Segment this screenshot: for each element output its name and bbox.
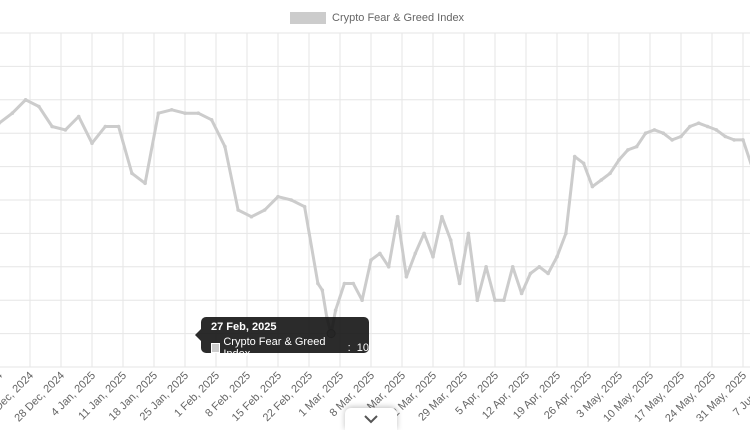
data-point[interactable] <box>369 258 373 262</box>
data-point[interactable] <box>466 231 471 236</box>
data-point[interactable] <box>537 265 542 269</box>
data-point[interactable] <box>457 281 462 286</box>
tooltip-date: 27 Feb, 2025 <box>211 321 277 333</box>
data-point[interactable] <box>572 154 577 159</box>
data-point[interactable] <box>50 124 54 129</box>
data-point[interactable] <box>360 298 364 303</box>
data-point[interactable] <box>581 161 586 166</box>
data-point[interactable] <box>741 138 745 142</box>
data-point[interactable] <box>634 144 639 149</box>
data-point[interactable] <box>617 158 621 162</box>
data-point[interactable] <box>590 184 595 189</box>
tooltip-value: 10 <box>356 342 369 354</box>
data-point[interactable] <box>378 251 382 256</box>
legend-label: Crypto Fear & Greed Index <box>332 12 465 24</box>
tooltip-body: Crypto Fear & Greed Index: 10 <box>211 336 369 360</box>
data-point[interactable] <box>23 98 28 102</box>
data-point[interactable] <box>564 231 568 236</box>
data-point[interactable] <box>510 265 515 269</box>
data-point[interactable] <box>643 131 648 135</box>
data-point[interactable] <box>431 254 435 259</box>
data-point[interactable] <box>63 128 68 132</box>
data-point[interactable] <box>440 214 444 219</box>
data-point[interactable] <box>0 121 1 125</box>
tooltip-series-name: Crypto Fear & Greed Index <box>223 336 326 360</box>
data-point[interactable] <box>333 308 338 313</box>
data-point[interactable] <box>76 114 81 119</box>
data-point[interactable] <box>422 231 426 236</box>
data-point[interactable] <box>320 288 325 293</box>
data-point[interactable] <box>316 281 320 286</box>
data-point[interactable] <box>732 138 736 142</box>
data-point[interactable] <box>289 198 294 202</box>
data-point[interactable] <box>236 208 240 212</box>
data-point[interactable] <box>130 171 134 176</box>
data-point[interactable] <box>696 121 701 125</box>
data-point[interactable] <box>626 148 630 152</box>
data-point[interactable] <box>688 124 692 129</box>
series-crypto-fear-greed <box>0 98 750 339</box>
data-point[interactable] <box>262 208 267 212</box>
data-point[interactable] <box>249 214 254 219</box>
tooltip-caret <box>195 329 201 341</box>
chart-legend[interactable]: Crypto Fear & Greed Index <box>290 10 464 26</box>
data-point[interactable] <box>546 271 550 276</box>
data-point[interactable] <box>714 128 719 132</box>
series-line <box>0 98 750 336</box>
data-point[interactable] <box>705 124 710 129</box>
data-point[interactable] <box>143 181 147 186</box>
data-point[interactable] <box>670 138 674 142</box>
data-point[interactable] <box>302 204 307 209</box>
data-point[interactable] <box>608 171 612 176</box>
data-point[interactable] <box>103 124 108 129</box>
tooltip-separator: : <box>347 342 354 354</box>
data-point[interactable] <box>475 298 480 303</box>
legend-swatch <box>290 12 326 24</box>
data-point[interactable] <box>169 108 174 112</box>
data-point[interactable] <box>493 298 497 303</box>
data-point[interactable] <box>37 104 41 109</box>
data-point[interactable] <box>484 265 488 269</box>
data-point[interactable] <box>661 131 666 135</box>
chevron-down-icon <box>364 414 378 423</box>
data-point[interactable] <box>502 298 506 303</box>
data-point[interactable] <box>448 238 453 242</box>
data-point[interactable] <box>404 275 409 279</box>
data-point[interactable] <box>90 141 94 145</box>
tooltip-swatch <box>211 343 221 353</box>
data-point[interactable] <box>342 281 347 286</box>
data-point[interactable] <box>276 194 280 199</box>
data-point[interactable] <box>723 134 728 139</box>
data-point[interactable] <box>395 214 400 219</box>
data-point[interactable] <box>10 111 15 115</box>
data-point[interactable] <box>116 124 121 129</box>
data-point[interactable] <box>196 111 201 115</box>
data-point[interactable] <box>528 271 533 276</box>
data-point[interactable] <box>599 178 604 182</box>
data-point[interactable] <box>555 254 559 259</box>
chart-tooltip: 27 Feb, 2025 Crypto Fear & Greed Index: … <box>195 317 369 360</box>
data-point[interactable] <box>679 134 683 139</box>
data-point[interactable] <box>183 111 187 115</box>
data-point[interactable] <box>209 118 214 122</box>
scroll-down-button[interactable] <box>345 408 397 430</box>
data-point[interactable] <box>351 281 356 286</box>
chart-grid <box>0 32 750 368</box>
data-point[interactable] <box>652 128 657 132</box>
data-point[interactable] <box>156 111 161 115</box>
data-point[interactable] <box>386 265 391 269</box>
data-point[interactable] <box>519 291 524 296</box>
data-point[interactable] <box>413 251 418 256</box>
data-point[interactable] <box>223 144 227 149</box>
